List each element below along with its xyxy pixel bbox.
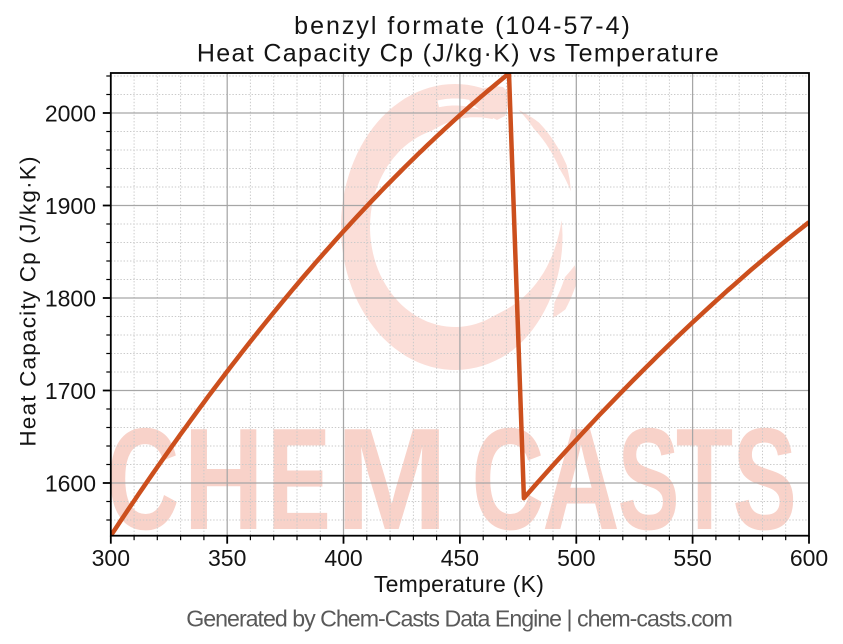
svg-text:550: 550 [673,545,711,571]
svg-text:A: A [542,398,620,560]
svg-text:Temperature (K): Temperature (K) [374,571,544,597]
svg-text:C: C [106,398,179,560]
svg-text:600: 600 [790,545,828,571]
svg-text:350: 350 [208,545,246,571]
svg-text:1900: 1900 [45,193,96,219]
svg-text:1800: 1800 [45,286,96,312]
svg-text:Heat Capacity Cp (J/kg·K): Heat Capacity Cp (J/kg·K) [16,155,41,446]
svg-text:1700: 1700 [45,378,96,404]
svg-text:T: T [676,398,733,560]
svg-text:450: 450 [441,545,479,571]
svg-text:500: 500 [557,545,595,571]
svg-text:Generated by Chem-Casts Data E: Generated by Chem-Casts Data Engine | ch… [186,606,732,632]
svg-text:M: M [336,398,448,560]
svg-text:Heat Capacity Cp (J/kg·K) vs T: Heat Capacity Cp (J/kg·K) vs Temperature [197,40,720,68]
svg-text:2000: 2000 [45,101,96,127]
svg-text:1600: 1600 [45,471,96,497]
svg-text:benzyl formate (104-57-4): benzyl formate (104-57-4) [294,12,632,40]
svg-text:300: 300 [92,545,130,571]
svg-text:400: 400 [324,545,362,571]
